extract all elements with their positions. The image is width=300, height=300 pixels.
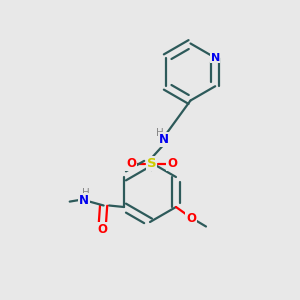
Text: N: N	[79, 194, 89, 207]
Text: O: O	[97, 223, 107, 236]
Text: N: N	[158, 133, 169, 146]
Text: O: O	[167, 157, 177, 170]
Text: O: O	[126, 157, 136, 170]
Text: S: S	[147, 157, 156, 170]
Text: O: O	[186, 212, 196, 226]
Text: N: N	[211, 53, 220, 63]
Text: H: H	[156, 128, 164, 138]
Text: H: H	[82, 188, 89, 199]
